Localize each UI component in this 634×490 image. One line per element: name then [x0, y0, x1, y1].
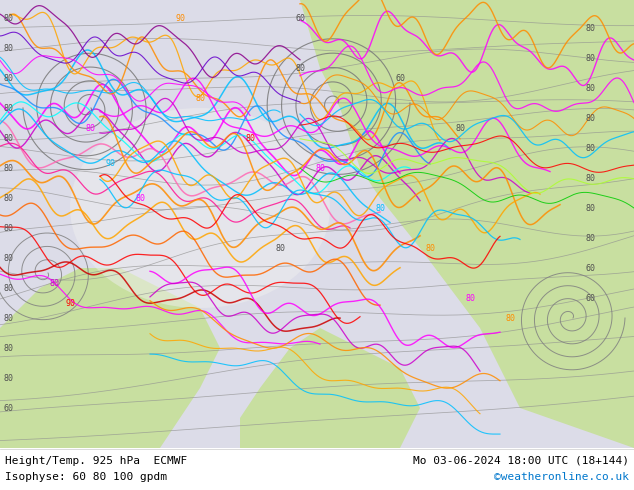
Text: 90: 90 — [105, 158, 115, 168]
Text: 80: 80 — [3, 343, 13, 352]
Text: Height/Temp. 925 hPa  ECMWF: Height/Temp. 925 hPa ECMWF — [5, 456, 187, 466]
Text: 80: 80 — [3, 74, 13, 82]
Polygon shape — [240, 328, 420, 448]
Text: 80: 80 — [295, 64, 305, 73]
Text: 80: 80 — [3, 373, 13, 383]
Text: 80: 80 — [3, 14, 13, 23]
Text: 80: 80 — [3, 103, 13, 113]
Text: Isophyse: 60 80 100 gpdm: Isophyse: 60 80 100 gpdm — [5, 472, 167, 483]
Ellipse shape — [70, 108, 330, 308]
Text: 80: 80 — [585, 114, 595, 122]
Text: 80: 80 — [3, 253, 13, 263]
Text: 80: 80 — [455, 123, 465, 132]
Text: 80: 80 — [3, 164, 13, 172]
Text: 80: 80 — [3, 44, 13, 52]
Text: 80: 80 — [585, 83, 595, 93]
Text: 80: 80 — [375, 203, 385, 213]
Text: 80: 80 — [3, 223, 13, 232]
Text: 80: 80 — [3, 284, 13, 293]
Text: 80: 80 — [585, 173, 595, 182]
Text: 80: 80 — [3, 133, 13, 143]
Text: 80: 80 — [465, 294, 475, 302]
Text: ©weatheronline.co.uk: ©weatheronline.co.uk — [494, 472, 629, 483]
Text: 60: 60 — [585, 294, 595, 302]
Text: 80: 80 — [135, 194, 145, 202]
Text: 60: 60 — [295, 14, 305, 23]
Polygon shape — [0, 268, 220, 448]
Text: 60: 60 — [395, 74, 405, 82]
Text: Mo 03-06-2024 18:00 UTC (18+144): Mo 03-06-2024 18:00 UTC (18+144) — [413, 456, 629, 466]
Text: 80: 80 — [585, 24, 595, 32]
Text: 90: 90 — [175, 14, 185, 23]
Text: 80: 80 — [505, 314, 515, 322]
Text: 80: 80 — [195, 94, 205, 102]
Text: 80: 80 — [85, 123, 95, 132]
Text: 80: 80 — [585, 203, 595, 213]
Text: 60: 60 — [3, 403, 13, 413]
Text: 80: 80 — [245, 133, 255, 143]
Text: 60: 60 — [585, 264, 595, 272]
Text: 80: 80 — [315, 164, 325, 172]
Text: 80: 80 — [585, 234, 595, 243]
Polygon shape — [300, 0, 634, 448]
Text: 90: 90 — [65, 298, 75, 308]
Text: 80: 80 — [275, 244, 285, 252]
Text: 80: 80 — [3, 194, 13, 202]
Text: 80: 80 — [3, 314, 13, 322]
Text: 80: 80 — [585, 53, 595, 63]
Text: 80: 80 — [585, 144, 595, 152]
Text: 80: 80 — [50, 278, 60, 288]
Text: 80: 80 — [425, 244, 435, 252]
